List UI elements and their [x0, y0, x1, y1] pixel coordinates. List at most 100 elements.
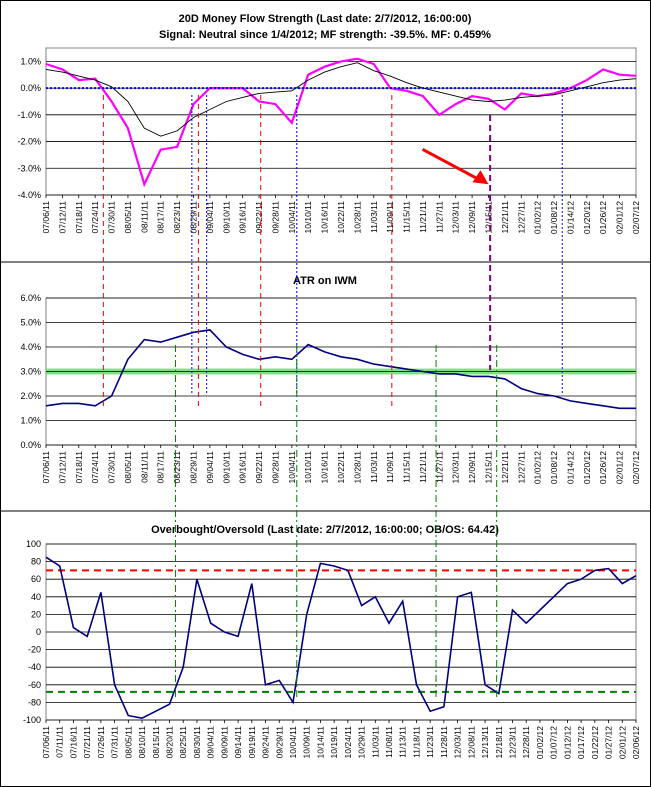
- x-tick-label: 07/11/11: [55, 726, 65, 758]
- y-tick-label: 60: [31, 574, 41, 584]
- x-tick-label: 02/07/12: [631, 451, 641, 484]
- series-line: [45, 62, 637, 137]
- x-tick-label: 07/24/11: [90, 451, 100, 484]
- x-tick-label: 12/21/11: [500, 451, 510, 484]
- chart-subtitle: Signal: Neutral since 1/4/2012; MF stren…: [159, 29, 491, 41]
- x-tick-label: 02/01/12: [615, 451, 625, 484]
- x-tick-label: 12/18/11: [494, 726, 504, 759]
- x-tick-label: 10/10/11: [303, 451, 313, 484]
- x-tick-label: 09/19/11: [247, 726, 257, 759]
- x-tick-label: 10/04/11: [287, 451, 297, 484]
- x-tick-label: 11/13/11: [398, 726, 408, 758]
- y-tick-label: -3.0%: [17, 163, 41, 173]
- x-tick-label: 12/21/11: [500, 201, 510, 234]
- x-tick-label: 02/01/12: [615, 201, 625, 234]
- y-tick-label: 0.0%: [20, 440, 41, 450]
- x-tick-label: 08/25/11: [178, 726, 188, 759]
- y-tick-label: -60: [28, 680, 41, 690]
- x-tick-label: 01/07/12: [549, 726, 559, 759]
- atr-panel: ATR on IWM 6.0%5.0%4.0%3.0%2.0%1.0%0.0%0…: [20, 275, 641, 484]
- x-tick-label: 10/04/11: [287, 201, 297, 234]
- x-tick-label: 07/30/11: [107, 451, 117, 484]
- x-tick-label: 08/11/11: [139, 201, 149, 233]
- y-tick-label: 2.0%: [20, 391, 41, 401]
- x-tick-label: 01/20/12: [582, 451, 592, 484]
- chart-title: 20D Money Flow Strength (Last date: 2/7/…: [179, 13, 472, 25]
- x-tick-label: 11/09/11: [385, 201, 395, 233]
- x-tick-label: 07/12/11: [57, 201, 67, 234]
- x-tick-label: 01/22/12: [590, 726, 600, 759]
- x-tick-label: 08/23/11: [172, 451, 182, 484]
- y-tick-label: -1.0%: [17, 110, 41, 120]
- x-tick-label: 11/03/11: [369, 201, 379, 233]
- x-tick-label: 11/21/11: [418, 451, 428, 483]
- x-tick-label: 09/29/11: [274, 726, 284, 759]
- x-tick-label: 02/01/12: [617, 726, 627, 759]
- x-tick-label: 08/05/11: [123, 201, 133, 234]
- x-tick-label: 01/26/12: [598, 451, 608, 484]
- x-tick-label: 10/22/11: [336, 201, 346, 234]
- x-tick-label: 09/09/11: [219, 726, 229, 759]
- x-tick-label: 08/30/11: [192, 726, 202, 759]
- x-tick-label: 02/07/12: [631, 201, 641, 234]
- x-tick-label: 07/16/11: [68, 726, 78, 759]
- y-tick-label: 5.0%: [20, 318, 41, 328]
- x-tick-label: 11/21/11: [418, 201, 428, 233]
- x-tick-label: 01/08/12: [549, 451, 559, 484]
- x-tick-label: 10/28/11: [352, 201, 362, 234]
- x-tick-label: 09/22/11: [254, 451, 264, 484]
- series-line: [45, 329, 636, 410]
- x-tick-label: 07/26/11: [96, 726, 106, 759]
- y-tick-label: 3.0%: [20, 367, 41, 377]
- x-tick-label: 10/24/11: [343, 726, 353, 759]
- x-tick-label: 11/03/11: [370, 726, 380, 758]
- y-tick-label: -2.0%: [17, 137, 41, 147]
- x-tick-label: 12/28/11: [521, 726, 531, 759]
- y-tick-label: -100: [23, 715, 41, 725]
- x-tick-label: 10/09/11: [302, 726, 312, 759]
- y-tick-label: 6.0%: [20, 293, 41, 303]
- y-tick-label: 0.0%: [20, 83, 41, 93]
- x-tick-label: 10/22/11: [336, 451, 346, 484]
- x-tick-label: 08/10/11: [137, 726, 147, 759]
- x-tick-label: 09/04/11: [205, 451, 215, 484]
- chart-title: ATR on IWM: [293, 275, 357, 287]
- x-tick-label: 02/06/12: [631, 726, 641, 759]
- x-tick-label: 12/03/11: [451, 451, 461, 484]
- x-tick-label: 08/17/11: [156, 451, 166, 484]
- signal-markers: [102, 95, 563, 700]
- x-tick-label: 11/09/11: [385, 451, 395, 483]
- x-tick-label: 09/24/11: [261, 726, 271, 759]
- x-tick-label: 11/27/11: [434, 451, 444, 483]
- x-tick-label: 08/29/11: [189, 451, 199, 484]
- x-tick-label: 09/28/11: [270, 201, 280, 234]
- x-tick-label: 12/09/11: [467, 201, 477, 234]
- x-tick-label: 01/08/12: [549, 201, 559, 234]
- x-tick-label: 07/31/11: [110, 726, 120, 759]
- y-tick-label: 4.0%: [20, 342, 41, 352]
- x-tick-label: 09/14/11: [233, 726, 243, 759]
- overbought-oversold-panel: Overbought/Oversold (Last date: 2/7/2012…: [23, 524, 641, 759]
- x-tick-label: 01/27/12: [604, 726, 614, 759]
- x-tick-label: 01/02/12: [535, 726, 545, 759]
- y-tick-label: -20: [28, 645, 41, 655]
- x-tick-label: 08/15/11: [151, 726, 161, 759]
- x-tick-label: 10/04/11: [288, 726, 298, 759]
- x-tick-label: 07/12/11: [57, 451, 67, 484]
- x-tick-label: 09/16/11: [238, 201, 248, 234]
- x-tick-label: 07/21/11: [82, 726, 92, 759]
- x-tick-label: 07/18/11: [74, 451, 84, 484]
- x-tick-label: 12/27/11: [516, 451, 526, 484]
- x-tick-label: 09/22/11: [254, 201, 264, 234]
- x-tick-label: 10/29/11: [357, 726, 367, 759]
- x-tick-label: 09/16/11: [238, 451, 248, 484]
- x-tick-label: 01/14/12: [565, 451, 575, 484]
- x-tick-label: 10/16/11: [320, 201, 330, 234]
- x-tick-label: 08/11/11: [139, 451, 149, 483]
- x-tick-label: 12/23/11: [508, 726, 518, 759]
- x-tick-label: 08/29/11: [189, 201, 199, 234]
- x-tick-label: 09/28/11: [270, 451, 280, 484]
- annotation-arrow: [421, 147, 482, 182]
